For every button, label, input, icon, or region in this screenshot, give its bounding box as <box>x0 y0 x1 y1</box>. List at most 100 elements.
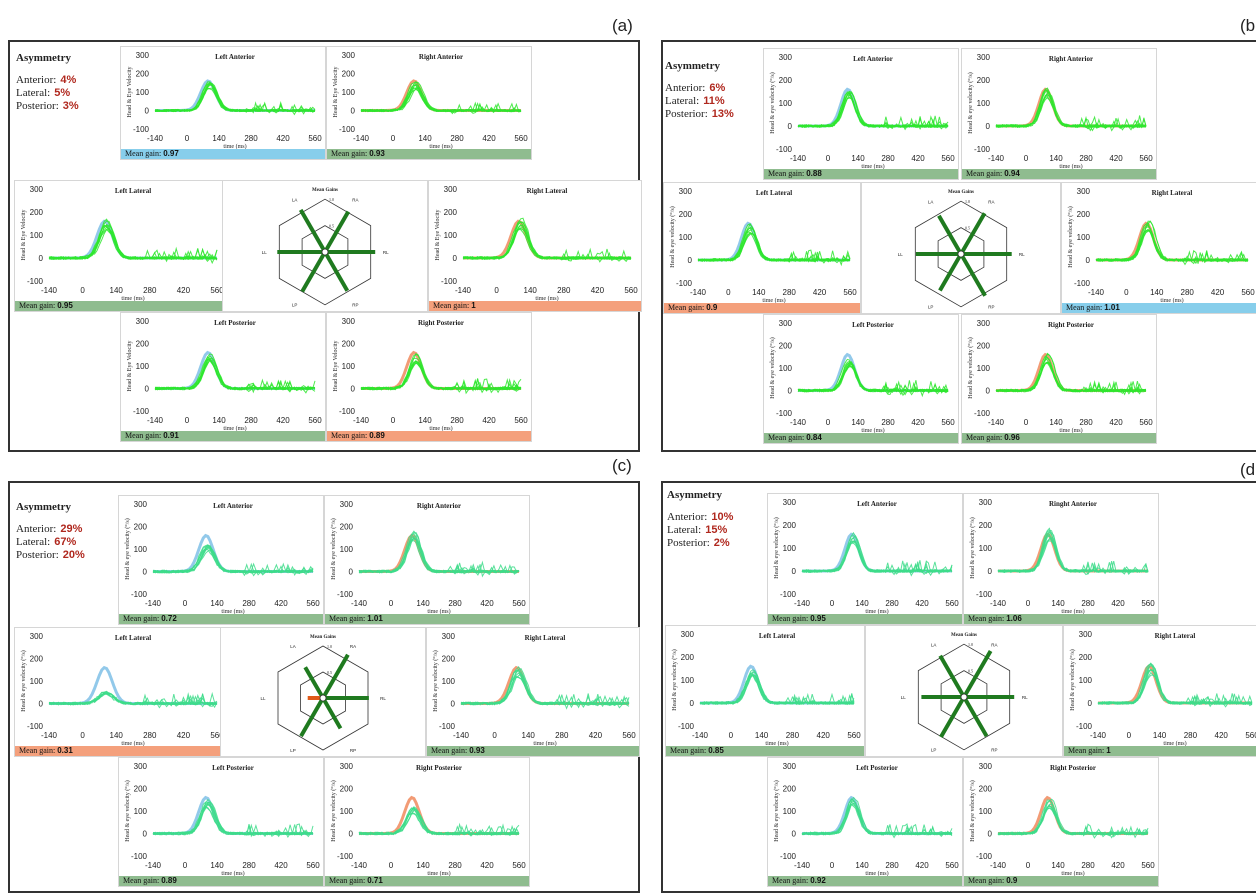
hexagon-ring-05: 0.5 <box>968 669 973 674</box>
head-velocity-trace <box>361 350 521 390</box>
eye-velocity-trace <box>801 802 953 836</box>
plot-lp: Left Posterior 300 200 100 0 -100 -140 0 140 280 4… <box>763 314 959 444</box>
y-tick-label: 0 <box>143 830 148 839</box>
y-axis-label: Head & eye velocity (°/s) <box>124 518 131 579</box>
y-tick-label: 100 <box>136 362 150 371</box>
x-tick-label: 420 <box>1111 861 1125 870</box>
eye-velocity-trace <box>1097 668 1253 705</box>
eye-velocity-trace <box>358 810 520 836</box>
y-tick-label: 300 <box>1077 187 1091 196</box>
mean-gain-value: 1.01 <box>1104 303 1120 312</box>
panel-letter-b: (b <box>1240 16 1256 35</box>
hexagon-svg: Mean Gains LA RA LL RL LP RP 1.0 0.5 <box>260 635 386 753</box>
eye-velocity-trace <box>1095 220 1249 265</box>
eye-velocity-trace <box>998 798 1149 836</box>
mean-gain-bar: Mean gain: 0.94 <box>962 169 1156 179</box>
y-tick-label: 200 <box>779 76 793 85</box>
hexagon-center <box>960 693 968 701</box>
eye-velocity-trace <box>995 88 1147 129</box>
gain-spoke-la <box>938 654 966 698</box>
x-tick-label: -140 <box>145 599 162 608</box>
y-tick-label: 0 <box>792 830 797 839</box>
eye-velocity-trace <box>48 228 218 260</box>
eye-velocity-trace <box>360 360 522 391</box>
y-tick-label: -100 <box>27 722 44 731</box>
y-tick-label: 0 <box>39 254 44 263</box>
eye-velocity-trace <box>699 672 855 705</box>
y-tick-label: 0 <box>351 107 356 116</box>
x-tick-label: 560 <box>514 416 528 425</box>
x-tick-label: 560 <box>945 861 959 870</box>
x-tick-label: 420 <box>813 288 827 297</box>
plot-ra: Right Anterior 300 200 100 0 -100 -140 0 140 280 4… <box>326 46 532 160</box>
plot-rl: Right Lateral 300 200 100 0 -100 -140 0 140 280 42… <box>1063 625 1256 757</box>
y-tick-label: 300 <box>342 51 356 60</box>
eye-velocity-trace <box>154 82 316 113</box>
mean-gain-value: 0.9 <box>1006 876 1018 885</box>
plot-title: Right Lateral <box>1152 189 1193 197</box>
hexagon-inner <box>940 670 988 724</box>
y-tick-label: 300 <box>134 500 148 509</box>
plot-title: Left Anterior <box>853 55 893 63</box>
x-tick-label: 280 <box>244 134 258 143</box>
head-velocity-trace <box>153 533 313 573</box>
panel-letter-d: (d <box>1240 460 1256 479</box>
mean-gain-value: 0.92 <box>810 876 826 885</box>
plot-svg-rp: Right Posterior 300 200 100 0 -100-140 0 140 280… <box>969 762 1155 877</box>
x-tick-label: 140 <box>855 861 869 870</box>
x-tick-label: 560 <box>306 599 320 608</box>
y-axis-label: Head & eye velocity (°/s) <box>669 206 676 267</box>
x-tick-label: -140 <box>1088 288 1105 297</box>
y-tick-label: 200 <box>977 76 991 85</box>
x-tick-label: 140 <box>418 416 432 425</box>
y-tick-label: 0 <box>451 700 456 709</box>
x-tick-label: -140 <box>794 861 811 870</box>
x-tick-label: 560 <box>843 288 857 297</box>
asymmetry-anterior-value: 6% <box>709 82 726 94</box>
y-axis-label: Head & eye velocity (°/s) <box>432 650 439 711</box>
hexagon-ring-1: 1.0 <box>329 197 334 202</box>
eye-velocity-trace <box>1095 226 1249 262</box>
eye-velocity-trace <box>48 224 218 260</box>
x-axis-label: time (ms) <box>429 143 452 150</box>
asymmetry-lateral-value: 15% <box>705 524 728 536</box>
hexagon-label-rp: RP <box>988 305 994 310</box>
y-tick-label: 300 <box>783 762 797 771</box>
eye-velocity-trace <box>995 93 1147 130</box>
mean-gain-value: 0.9 <box>706 303 718 312</box>
plot-rp: Right Posterior 300 200 100 0 -100 -140 0 140 280… <box>963 757 1159 887</box>
mean-gain-bar: Mean gain: 1.01 <box>325 614 529 624</box>
eye-velocity-trace <box>801 535 953 577</box>
x-tick-label: 560 <box>512 599 526 608</box>
eye-velocity-trace <box>1097 662 1253 708</box>
gain-spoke-lp <box>299 696 325 738</box>
y-tick-label: 100 <box>979 544 993 553</box>
eye-velocity-trace <box>1095 220 1249 264</box>
eye-velocity-trace <box>797 91 949 129</box>
x-tick-label: 420 <box>915 861 929 870</box>
eye-velocity-trace <box>997 799 1149 836</box>
mean-gain-bar: Mean gain: 0.93 <box>427 746 639 756</box>
y-tick-label: -100 <box>339 125 356 134</box>
plot-ra: Ringht Anterior 300 200 100 0 -100 -140 0 140 280… <box>963 493 1159 625</box>
y-tick-label: 300 <box>340 500 354 509</box>
eye-velocity-trace <box>797 94 949 130</box>
x-tick-label: -140 <box>353 416 370 425</box>
asymmetry-anterior: Anterior: 10% <box>667 511 734 523</box>
y-tick-label: -100 <box>1076 722 1093 731</box>
asymmetry-lateral: Lateral: 15% <box>667 524 728 536</box>
mean-gain-bar: Mean gain: 0.96 <box>962 433 1156 443</box>
x-tick-label: 280 <box>143 286 157 295</box>
x-axis-label: time (ms) <box>535 295 558 302</box>
y-tick-label: 0 <box>39 700 44 709</box>
y-tick-label: 100 <box>444 231 458 240</box>
mean-gain-value: 0.91 <box>163 431 179 440</box>
plot-title: Right Lateral <box>1155 632 1196 640</box>
x-tick-label: 140 <box>1051 599 1065 608</box>
x-tick-label: -140 <box>790 154 807 163</box>
y-tick-label: 200 <box>340 785 354 794</box>
plot-title: Right Lateral <box>525 634 566 642</box>
hexagon-label-ra: RA <box>350 644 356 649</box>
plot-title: Right Anterior <box>419 53 463 61</box>
y-tick-label: -100 <box>131 852 148 861</box>
